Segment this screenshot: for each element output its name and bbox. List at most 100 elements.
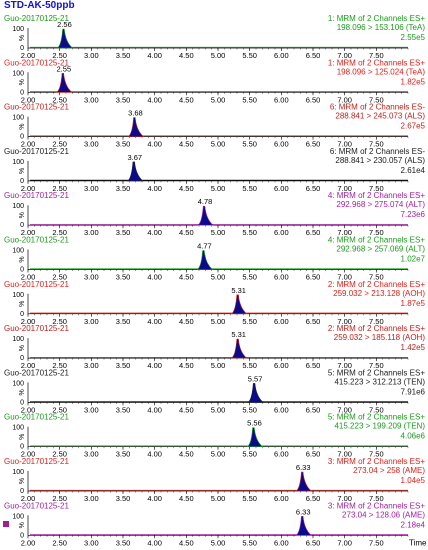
y-axis-unit: % (19, 256, 26, 262)
x-tick-label: 4.00 (147, 317, 162, 326)
x-tick-label: 6.50 (306, 538, 321, 547)
x-tick-label: 2.00 (21, 51, 36, 60)
y-tick-label: 0 (20, 399, 24, 406)
intensity-label: 7.23e6 (401, 210, 426, 219)
x-tick-label: 5.50 (242, 494, 257, 503)
x-tick-label: 7.50 (369, 538, 384, 547)
sample-name: Guo-20170125-21 (4, 457, 69, 466)
x-tick-label: 5.50 (242, 317, 257, 326)
x-tick-label: 2.00 (21, 405, 36, 414)
x-tick-label: 5.00 (211, 51, 226, 60)
x-tick-label: 7.50 (369, 405, 384, 414)
x-tick-label: 7.00 (337, 361, 352, 370)
y-axis-unit: % (19, 345, 26, 351)
x-tick-label: 7.00 (337, 228, 352, 237)
transition-label: 288.841 > 230.057 (ALS) (335, 156, 425, 165)
x-tick-label: 5.50 (242, 51, 257, 60)
x-tick-label: 5.00 (211, 494, 226, 503)
mrm-label: 5: MRM of 2 Channels ES+ (328, 368, 425, 377)
transition-label: 288.841 > 245.073 (ALS) (335, 112, 425, 121)
x-tick-label: 7.00 (337, 405, 352, 414)
mrm-label: 1: MRM of 2 Channels ES+ (328, 14, 425, 23)
mrm-label: 2: MRM of 2 Channels ES+ (328, 280, 425, 289)
x-tick-label: 6.00 (274, 317, 289, 326)
retention-time-label: 6.33 (296, 507, 311, 516)
y-tick-label: 0 (20, 89, 24, 96)
x-tick-label: 6.50 (306, 494, 321, 503)
y-tick-label: 100 (12, 70, 24, 77)
x-tick-label: 2.00 (21, 494, 36, 503)
transition-label: 273.04 > 258 (AME) (353, 466, 425, 475)
x-tick-label: 3.50 (116, 405, 131, 414)
x-tick-label: 6.50 (306, 95, 321, 104)
sample-name: Guo-20170125-21 (4, 368, 69, 377)
y-axis-unit: % (19, 522, 26, 528)
x-tick-label: 6.00 (274, 361, 289, 370)
x-tick-label: 7.00 (337, 184, 352, 193)
y-tick-label: 100 (12, 336, 24, 343)
page-title: STD-AK-50ppb (4, 0, 75, 11)
sample-name: Guo-20170125-21 (4, 501, 69, 510)
x-tick-label: 4.00 (147, 405, 162, 414)
x-tick-label: 4.00 (147, 361, 162, 370)
x-tick-label: 5.00 (211, 450, 226, 459)
sample-name: Guo-20170125-21 (4, 413, 69, 422)
y-tick-label: 100 (12, 513, 24, 520)
y-tick-label: 100 (12, 203, 24, 210)
x-tick-label: 7.50 (369, 51, 384, 60)
mrm-label: 3: MRM of 2 Channels ES+ (328, 457, 425, 466)
x-tick-label: 3.00 (84, 405, 99, 414)
x-tick-label: 3.00 (84, 317, 99, 326)
y-tick-label: 0 (20, 532, 24, 539)
y-tick-label: 0 (20, 311, 24, 318)
retention-time-label: 2.56 (57, 20, 72, 29)
x-tick-label: 4.50 (179, 51, 194, 60)
intensity-label: 2.55e5 (401, 33, 426, 42)
x-tick-label: 5.50 (242, 538, 257, 547)
x-tick-label: 2.00 (21, 95, 36, 104)
x-tick-label: 4.00 (147, 51, 162, 60)
retention-time-label: 4.77 (197, 242, 212, 251)
mrm-label: 1: MRM of 2 Channels ES+ (328, 58, 425, 67)
x-tick-label: 5.00 (211, 361, 226, 370)
x-tick-label: 6.00 (274, 140, 289, 149)
x-tick-label: 3.50 (116, 361, 131, 370)
retention-time-label: 4.78 (198, 197, 213, 206)
x-tick-label: 5.50 (242, 140, 257, 149)
x-tick-label: 6.50 (306, 317, 321, 326)
mrm-label: 6: MRM of 2 Channels ES- (330, 103, 425, 112)
intensity-label: 2.61e4 (401, 166, 426, 175)
x-tick-label: 7.00 (337, 51, 352, 60)
transition-label: 259.032 > 213.128 (AOH) (333, 289, 425, 298)
y-tick-label: 100 (12, 425, 24, 432)
chromatogram-peak (55, 73, 73, 93)
x-tick-label: 3.00 (84, 450, 99, 459)
x-tick-label: 7.50 (369, 450, 384, 459)
y-axis-unit: % (19, 434, 26, 440)
intensity-label: 1.02e7 (401, 255, 426, 264)
x-tick-label: 5.00 (211, 405, 226, 414)
y-axis-unit: % (19, 168, 26, 174)
x-tick-label: 6.00 (274, 51, 289, 60)
x-tick-label: 7.00 (337, 494, 352, 503)
x-tick-label: 4.50 (179, 538, 194, 547)
x-tick-label: 7.00 (337, 317, 352, 326)
y-tick-label: 0 (20, 488, 24, 495)
sample-name: Guo-20170125-21 (4, 14, 69, 23)
retention-time-label: 5.57 (248, 374, 263, 383)
x-tick-label: 5.50 (242, 450, 257, 459)
x-tick-label: 5.50 (242, 95, 257, 104)
x-tick-label: 2.50 (52, 361, 67, 370)
mrm-label: 4: MRM of 2 Channels ES+ (328, 236, 425, 245)
y-tick-label: 100 (12, 248, 24, 255)
x-tick-label: 6.00 (274, 405, 289, 414)
y-tick-label: 100 (12, 115, 24, 122)
sample-name: Guo-20170125-21 (4, 147, 69, 156)
sample-name: Guo-20170125-21 (4, 103, 69, 112)
x-tick-label: 4.00 (147, 95, 162, 104)
x-tick-label: 7.50 (369, 361, 384, 370)
x-tick-label: 6.50 (306, 405, 321, 414)
x-tick-label: 2.50 (52, 228, 67, 237)
x-tick-label: 4.00 (147, 228, 162, 237)
chromatogram-peak (295, 516, 313, 536)
